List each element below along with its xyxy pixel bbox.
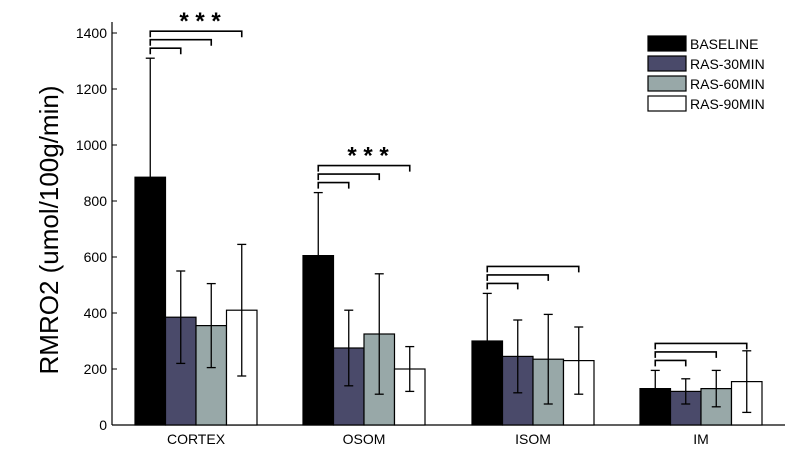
- y-tick-label: 1000: [76, 137, 107, 153]
- legend-label: BASELINE: [690, 36, 758, 52]
- legend-label: RAS-90MIN: [690, 96, 765, 112]
- legend-label: RAS-30MIN: [690, 56, 765, 72]
- x-tick-label: CORTEX: [167, 431, 226, 447]
- significance-bracket: [654, 342, 748, 350]
- significance-bracket: [486, 265, 580, 273]
- significance-bracket: [317, 181, 350, 189]
- significance-brackets: * * * * * *: [149, 8, 748, 367]
- x-tick-label: IM: [693, 431, 709, 447]
- significance-bracket: [654, 351, 718, 358]
- significance-bracket: [149, 47, 182, 55]
- significance-bracket: [149, 38, 213, 46]
- legend-swatch: [647, 55, 687, 72]
- legend: BASELINE RAS-30MIN RAS-60MIN RAS-90MIN: [647, 35, 765, 112]
- significance-bracket: [149, 30, 243, 38]
- x-tick-label: ISOM: [515, 431, 551, 447]
- legend-label: RAS-60MIN: [690, 76, 765, 92]
- legend-swatch: [647, 95, 687, 112]
- significance-bracket: [654, 359, 687, 367]
- y-tick-label: 1200: [76, 81, 107, 97]
- significance-bracket: [486, 282, 519, 290]
- legend-swatch: [647, 75, 687, 92]
- y-tick-label: 600: [84, 249, 108, 265]
- x-tick-label: OSOM: [343, 431, 386, 447]
- y-tick-label: 800: [84, 193, 108, 209]
- legend-swatch: [647, 35, 687, 52]
- significance-stars: * * *: [179, 8, 221, 35]
- significance-stars: * * *: [347, 143, 389, 170]
- significance-bracket: [317, 164, 411, 172]
- y-tick-label: 0: [99, 417, 107, 433]
- bars: [134, 176, 763, 426]
- y-axis-label: RMRO2 (umol/100g/min): [34, 86, 64, 375]
- y-tick-label: 1400: [76, 25, 107, 41]
- error-bars: [145, 57, 752, 414]
- significance-bracket: [486, 274, 550, 281]
- significance-bracket: [317, 173, 381, 181]
- y-tick-label: 400: [84, 305, 108, 321]
- y-tick-label: 200: [84, 361, 108, 377]
- axes: 0 200 400 600 800 1000 1200 1400 CORTEX OSOM ISOM I…: [76, 22, 785, 447]
